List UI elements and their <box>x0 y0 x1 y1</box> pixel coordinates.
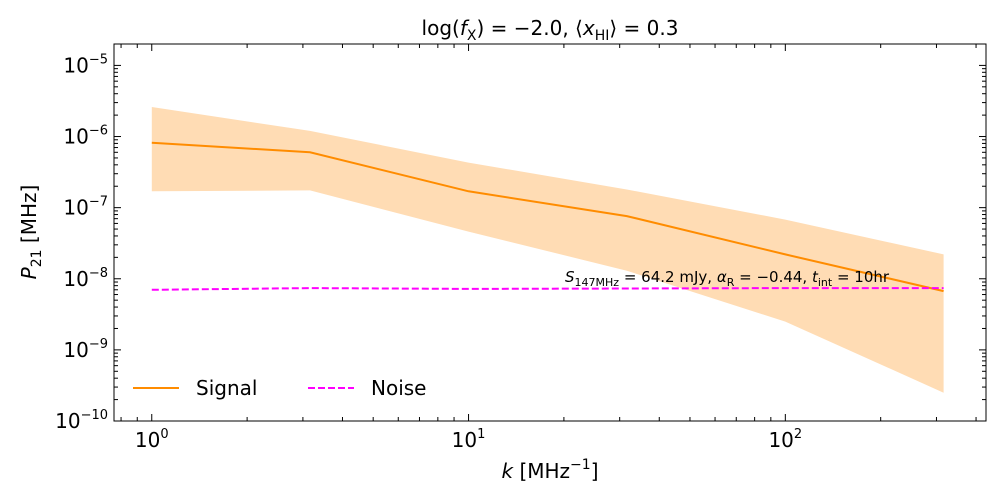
noise-annotation: S147MHz = 64.2 mJy, αR = −0.44, tint = 1… <box>565 268 890 289</box>
signal-line <box>151 141 944 293</box>
y-tick-label: 10−5 <box>63 52 108 77</box>
x-tick-label: 101 <box>452 427 486 452</box>
chart-title: log(fX) = −2.0, ⟨xHI⟩ = 0.3 <box>422 16 679 44</box>
y-tick-label: 10−9 <box>63 337 108 362</box>
y-axis-label: P21 [MHz] <box>17 185 45 280</box>
legend: Signal Noise <box>133 376 426 400</box>
legend-noise-label: Noise <box>371 376 426 400</box>
x-tick-label: 100 <box>135 427 169 452</box>
y-tick-label: 10−6 <box>63 124 108 149</box>
noise-line <box>151 287 944 291</box>
tick-layer: 100 101 102 10−10 10−9 10−8 10−7 10−6 10−5 <box>55 43 986 452</box>
plot-frame <box>113 43 987 422</box>
series-layer <box>151 141 944 293</box>
y-tick-label: 10−10 <box>55 408 108 433</box>
signal-band-layer <box>151 107 944 393</box>
y-tick-label: 10−8 <box>63 266 108 291</box>
x-tick-label: 102 <box>768 427 802 452</box>
signal-uncertainty-band <box>151 107 944 393</box>
x-axis-label: k [MHz−1] <box>502 457 599 483</box>
legend-signal-label: Signal <box>196 376 257 400</box>
y-tick-label: 10−7 <box>63 195 108 220</box>
